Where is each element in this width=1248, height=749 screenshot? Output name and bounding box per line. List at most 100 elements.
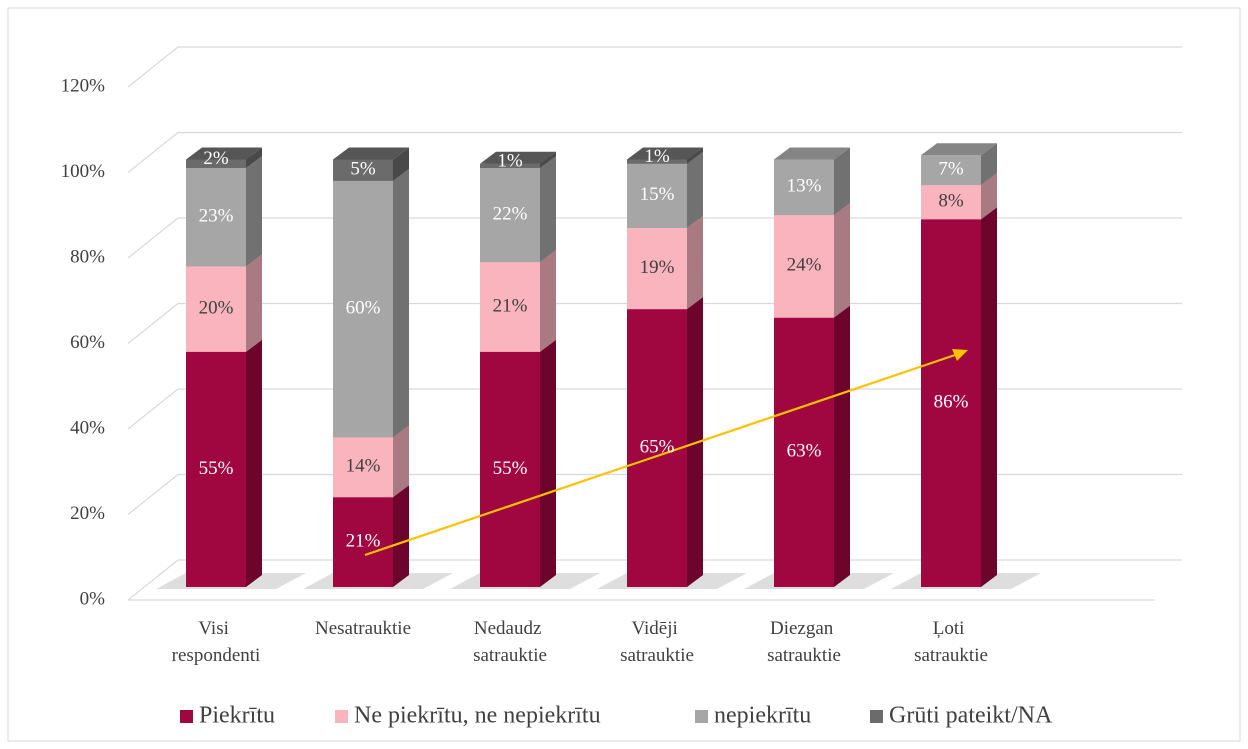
bar [186,168,246,267]
bar [333,497,393,587]
bar-top [627,147,703,160]
bar-side [687,151,703,228]
data-label: 23% [199,206,234,227]
data-label: 20% [199,297,234,318]
bar-side [981,173,997,220]
data-label: 1% [644,146,670,167]
x-tick-label: Diezgan satrauktie [767,618,841,666]
data-label: 13% [787,176,822,197]
labels: 0% 20% 40% 60% 80% 100% 120% 55% 20% 23% 2% Visi re… [61,75,1053,728]
data-label: 24% [787,255,822,276]
bar-side [246,156,262,267]
bar [333,437,393,498]
data-label: 19% [640,257,675,278]
data-label: 8% [938,191,964,212]
grid-line [127,46,1182,88]
legend-swatch [870,710,883,723]
legend-label: nepiekrītu [714,703,811,729]
legend-label: Piekrītu [199,703,275,729]
bar-side [246,339,262,587]
arrow-line [364,352,959,557]
bar [480,262,540,352]
bar [774,317,834,587]
bar [627,227,687,310]
legend-swatch [335,710,348,723]
bar-side [246,147,262,169]
x-tick-label: Visi respondenti [172,618,261,666]
data-label: 1% [497,150,523,171]
data-label: 21% [346,530,381,551]
x-tick-label: Ļoti satrauktie [914,618,988,666]
data-label: 86% [934,392,969,413]
bar [480,163,540,169]
bar [186,351,246,587]
bar-side [246,254,262,352]
legend-swatch [695,710,708,723]
data-label: 55% [493,458,528,479]
y-tick-label: 40% [70,417,105,438]
data-label: 22% [493,203,528,224]
bar [480,168,540,263]
bar-side [834,147,850,216]
bar [333,180,393,438]
bar-side [834,305,850,587]
bar [480,351,540,587]
arrow-head [952,349,968,361]
bar-top [186,147,262,160]
bar-side [540,151,556,169]
bar [186,159,246,169]
data-label: 65% [640,436,675,457]
bars [156,143,1041,589]
bar-side [540,156,556,263]
bar [921,219,981,587]
x-tick-label: Vidēji satrauktie [620,618,694,666]
y-tick-label: 60% [70,332,105,353]
data-label: 7% [938,159,964,180]
bar-side [393,485,409,587]
y-tick-label: 20% [70,503,105,524]
bar-side [393,147,409,181]
bar-side [981,207,997,587]
data-label: 15% [640,184,675,205]
x-tick-label: Nedaudz satrauktie [473,618,547,666]
bar [333,159,393,181]
y-tick-label: 120% [61,75,106,96]
bar [921,155,981,186]
bar-side [393,425,409,498]
y-tick-label: 0% [80,588,106,609]
bar-side [687,147,703,164]
bar-top [480,151,556,164]
bar-side [393,168,409,438]
y-tick-label: 80% [70,246,105,267]
bar-top [921,143,997,156]
trend-arrow [364,349,968,557]
bar [627,309,687,587]
legend-swatch [180,710,193,723]
bar [627,163,687,228]
data-label: 5% [350,159,376,180]
data-label: 63% [787,441,822,462]
bar [774,159,834,216]
bar [627,159,687,164]
data-label: 55% [199,458,234,479]
bar-side [540,250,556,352]
bar-side [687,215,703,310]
bar-top [774,147,850,160]
data-label: 21% [493,295,528,316]
data-label: 14% [346,456,381,477]
y-tick-label: 100% [61,161,106,182]
bar [774,215,834,318]
bar-side [834,203,850,318]
grid-line [127,131,1182,173]
bar-side [540,339,556,587]
bar-top [333,147,409,160]
x-tick-label: Nesatrauktie [315,618,411,639]
bar-side [981,143,997,186]
data-label: 60% [346,297,381,318]
bar [921,185,981,220]
legend-label: Ne piekrītu, ne nepiekrītu [354,703,601,729]
bar [186,266,246,352]
data-label: 2% [203,148,229,169]
legend-label: Grūti pateikt/NA [889,703,1053,729]
